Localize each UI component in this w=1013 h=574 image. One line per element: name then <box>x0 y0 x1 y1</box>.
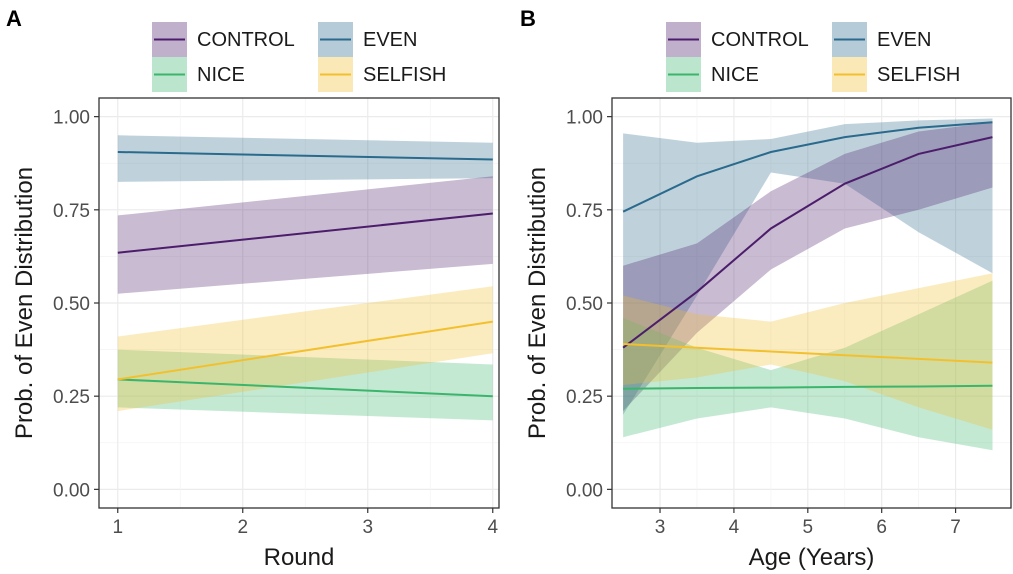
y-tick-label: 0.25 <box>566 387 603 408</box>
y-tick-label: 0.25 <box>53 387 90 408</box>
x-tick-label: 6 <box>876 517 887 538</box>
y-tick-label: 0.50 <box>566 294 603 315</box>
series-line-selfish <box>623 343 993 364</box>
ribbon-nice <box>623 280 993 451</box>
legend: CONTROL EVEN NICE SELFISH <box>666 22 960 92</box>
ribbon-selfish <box>117 286 493 412</box>
ribbon-even <box>623 118 993 415</box>
x-axis-title: Round <box>264 544 335 571</box>
legend-label-control: CONTROL <box>711 29 809 51</box>
series-line-nice <box>623 384 993 390</box>
x-tick-label: 2 <box>237 517 248 538</box>
ribbon-nice <box>117 349 493 421</box>
legend-label-selfish: SELFISH <box>877 64 960 86</box>
y-tick-label: 0.00 <box>53 480 90 501</box>
ribbon-control <box>117 176 493 294</box>
series-line-control <box>117 212 493 254</box>
y-tick-label: 1.00 <box>53 108 90 129</box>
y-tick-label: 0.75 <box>566 201 603 222</box>
grid <box>612 98 1011 508</box>
legend-label-selfish: SELFISH <box>363 64 446 86</box>
series-line-nice <box>117 378 493 398</box>
y-tick-label: 1.00 <box>566 108 603 129</box>
x-tick-label: 3 <box>362 517 373 538</box>
grid <box>99 98 499 508</box>
series-line-even <box>622 121 993 213</box>
series-line-control <box>622 136 993 349</box>
legend-label-nice: NICE <box>711 64 759 86</box>
x-tick-label: 3 <box>655 517 666 538</box>
y-axis-title: Prob. of Even Distribution <box>11 167 38 439</box>
ribbon-control <box>623 122 993 412</box>
x-axis-title: Age (Years) <box>749 544 875 571</box>
x-tick-label: 7 <box>950 517 961 538</box>
ribbon-selfish <box>623 273 993 430</box>
legend-label-control: CONTROL <box>197 29 295 51</box>
chart-panel-b: 0.00 0.25 0.50 0.75 1.00 3 4 5 6 7 Age (Years) Prob… <box>520 6 1012 571</box>
panel-letter: B <box>520 6 536 31</box>
x-tick-label: 1 <box>112 517 123 538</box>
legend-label-nice: NICE <box>197 64 245 86</box>
y-tick-label: 0.00 <box>566 480 603 501</box>
legend-label-even: EVEN <box>877 29 931 51</box>
chart-panel-a: 0.00 0.25 0.50 0.75 1.00 1 2 3 4 Round Prob. of Ev… <box>6 6 500 571</box>
series-line-selfish <box>117 320 493 381</box>
series-line-even <box>117 151 493 161</box>
y-tick-label: 0.75 <box>53 201 90 222</box>
ribbon-even <box>117 135 493 182</box>
x-tick-label: 4 <box>729 517 740 538</box>
panel-letter: A <box>6 6 22 31</box>
legend-label-even: EVEN <box>363 29 417 51</box>
legend: CONTROL EVEN NICE SELFISH <box>152 22 446 92</box>
y-axis-title: Prob. of Even Distribution <box>524 167 551 439</box>
x-tick-label: 5 <box>803 517 814 538</box>
y-tick-label: 0.50 <box>53 294 90 315</box>
x-tick-label: 4 <box>487 517 498 538</box>
